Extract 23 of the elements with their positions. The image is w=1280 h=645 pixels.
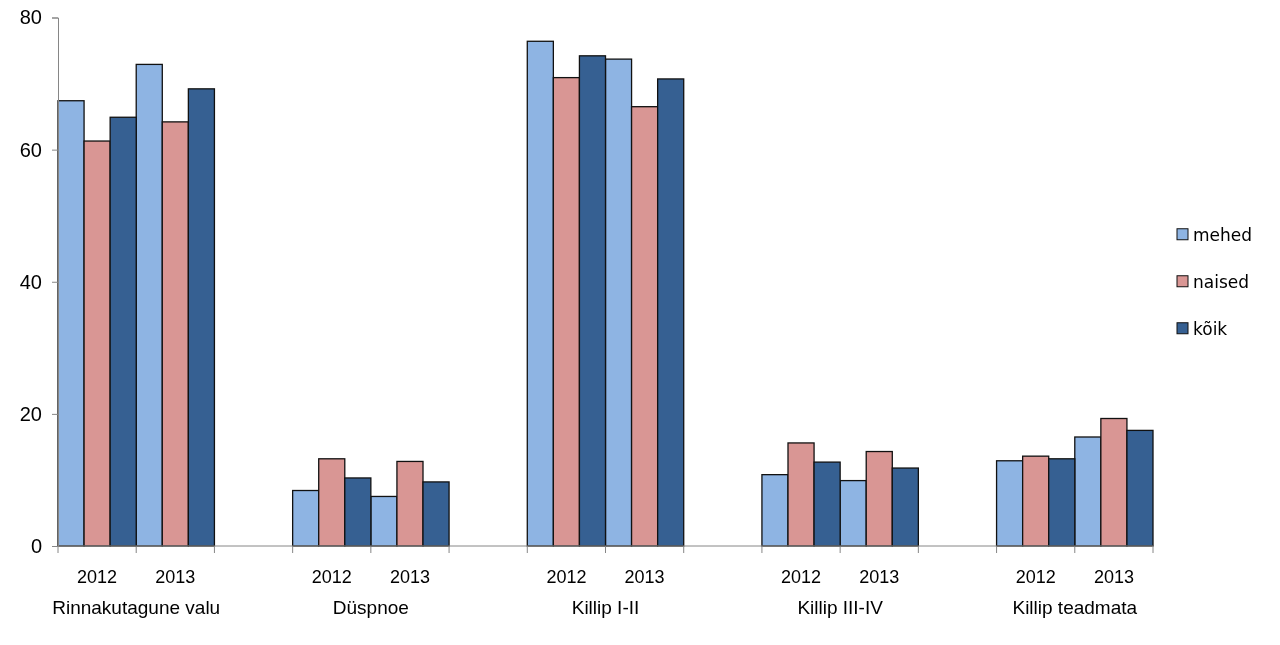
x-tick-label: 2012 xyxy=(781,566,822,587)
x-tick-label: 2012 xyxy=(1015,566,1056,587)
x-tick-label: 2013 xyxy=(155,566,196,587)
x-tick-label: 2013 xyxy=(389,566,430,587)
x-tick-label: 2012 xyxy=(311,566,352,587)
x-tick-label: 2012 xyxy=(77,566,118,587)
y-tick-label: 60 xyxy=(19,138,42,161)
legend-label: mehed xyxy=(1193,224,1253,245)
text: Killip teadmata xyxy=(1012,597,1138,618)
y-tick-label: 40 xyxy=(19,270,42,293)
text: Düspnoe xyxy=(332,597,409,618)
x-tick-label: 2013 xyxy=(859,566,900,587)
y-tick-label: 80 xyxy=(19,6,42,29)
x-tick-label: 2012 xyxy=(546,566,587,587)
text: Rinnakutagune valu xyxy=(52,597,221,618)
legend-label: naised xyxy=(1193,271,1250,292)
text: Killip III-IV xyxy=(797,597,884,618)
text: Killip I-II xyxy=(571,597,640,618)
x-tick-label: 2013 xyxy=(1093,566,1134,587)
y-tick-label: 20 xyxy=(19,402,42,425)
x-tick-label: 2013 xyxy=(624,566,665,587)
y-tick-label: 0 xyxy=(30,534,42,557)
legend-label: kõik xyxy=(1193,318,1228,339)
